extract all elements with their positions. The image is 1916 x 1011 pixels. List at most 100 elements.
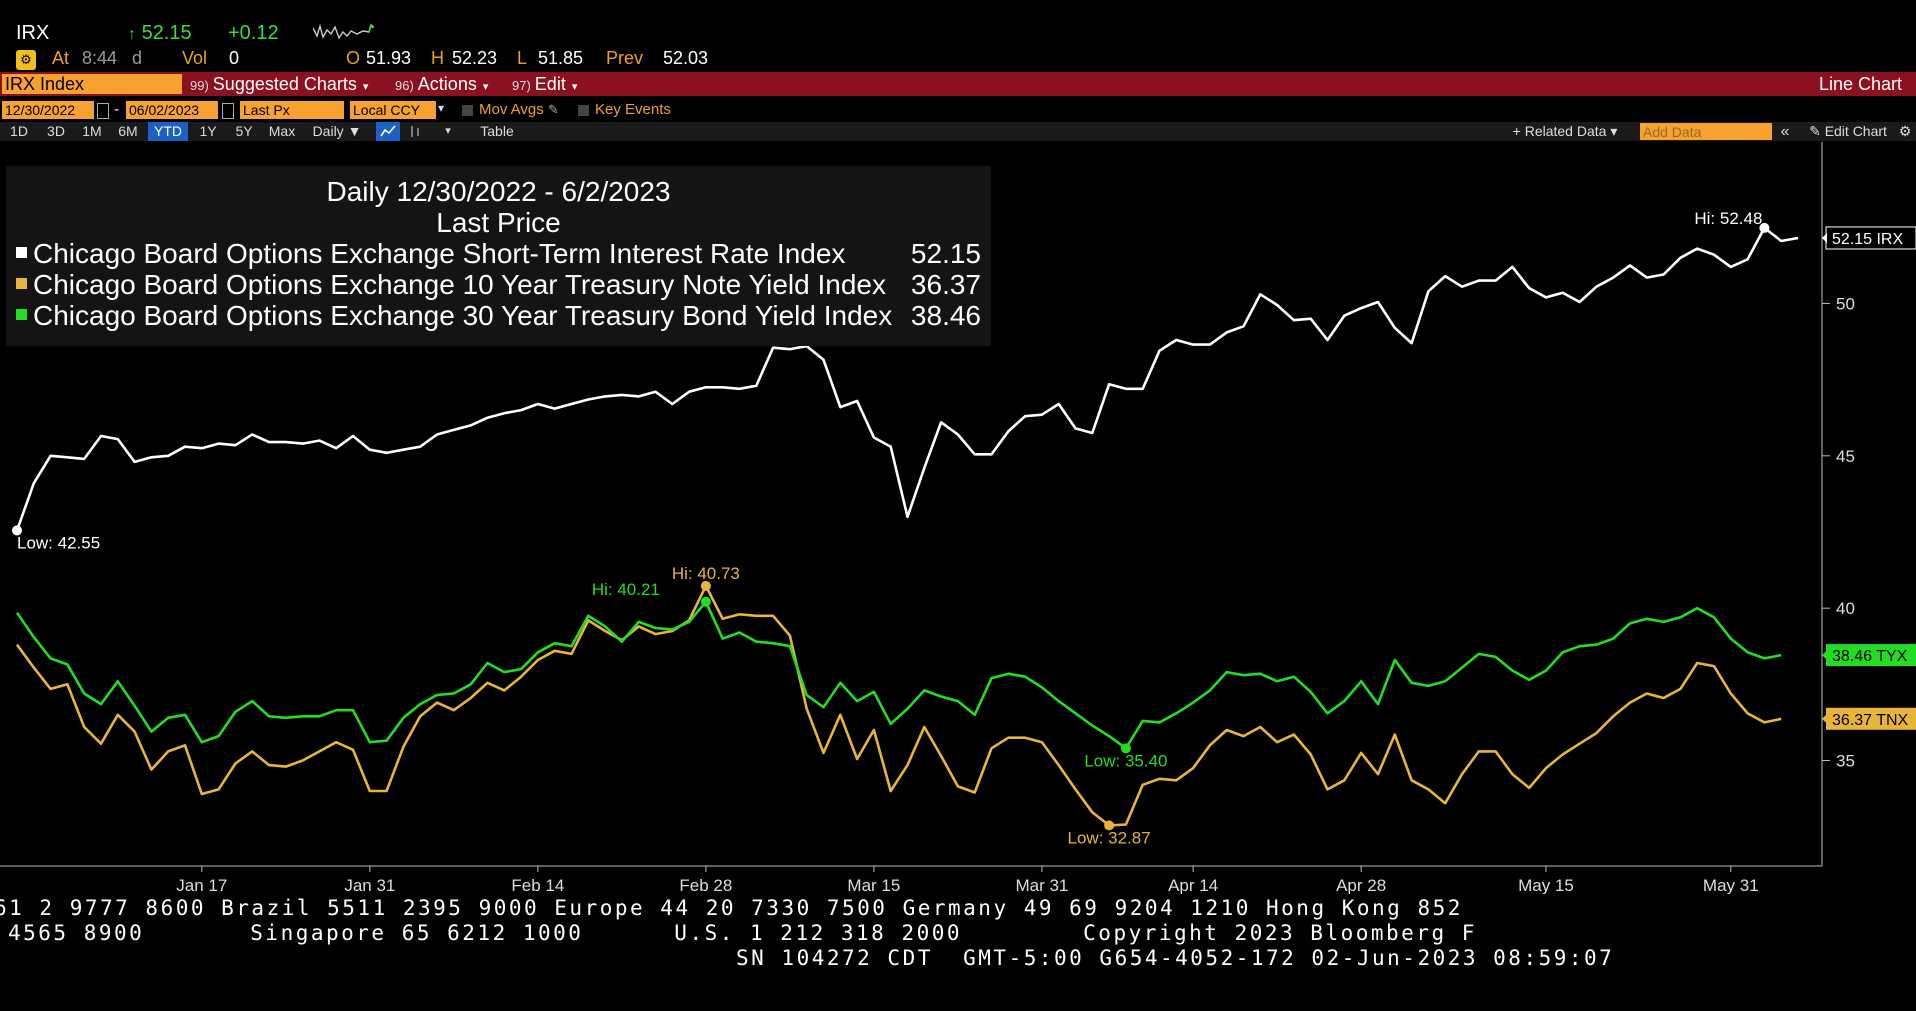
- edit-chart-button[interactable]: ✎ Edit Chart: [1800, 122, 1896, 141]
- caret-down-icon: ▾: [362, 81, 369, 93]
- range-6m-button[interactable]: 6M: [118, 123, 138, 139]
- checkbox[interactable]: [462, 104, 473, 116]
- collapse-button[interactable]: «: [1780, 123, 1790, 140]
- field-select[interactable]: Last Px: [240, 101, 344, 119]
- range-3d-button[interactable]: 3D: [47, 123, 65, 139]
- net-change: +0.12: [228, 22, 279, 44]
- chevron-down-icon[interactable]: ▾: [438, 101, 445, 115]
- actions-menu[interactable]: 96) Actions ▾: [395, 72, 488, 96]
- range-1y-button[interactable]: 1Y: [199, 123, 217, 139]
- x-tick-label: Feb 14: [511, 876, 564, 894]
- pencil-icon[interactable]: ✎: [547, 102, 559, 117]
- x-tick-label: Mar 15: [847, 876, 900, 894]
- pencil-icon: ✎: [1809, 123, 1821, 139]
- line-chart-icon[interactable]: [376, 122, 400, 141]
- open-value: 51.93: [366, 48, 412, 68]
- legend-item-irx[interactable]: Chicago Board Options Exchange Short-Ter…: [16, 238, 845, 270]
- calendar-icon[interactable]: [97, 103, 109, 119]
- edit-chart-label: Edit Chart: [1824, 123, 1887, 139]
- range-1d-button[interactable]: 1D: [10, 123, 28, 139]
- ticker-symbol: IRX: [16, 22, 50, 44]
- at-label: At: [52, 48, 70, 68]
- last-price-value: 52.15: [141, 22, 192, 44]
- x-tick-label: Jan 31: [344, 876, 395, 894]
- legend-swatch: [16, 247, 27, 259]
- y-tick-label: 50: [1836, 294, 1855, 313]
- end-date-input[interactable]: 06/02/2023: [126, 101, 218, 119]
- hi-label: Hi: 40.21: [592, 580, 660, 599]
- low-label: Low: 32.87: [1068, 828, 1151, 847]
- open-label: O: [346, 48, 361, 68]
- range-max-button[interactable]: Max: [268, 123, 296, 139]
- y-tick-label: 45: [1836, 447, 1855, 466]
- low-label: Low: 35.40: [1084, 751, 1167, 770]
- mov-avgs-label: Mov Avgs: [479, 101, 544, 118]
- legend-item-tyx[interactable]: Chicago Board Options Exchange 30 Year T…: [16, 300, 892, 332]
- sparkline-icon: [313, 23, 375, 40]
- y-tick-label: 35: [1836, 752, 1855, 771]
- x-tick-label: May 31: [1703, 876, 1759, 894]
- currency-select[interactable]: Local CCY: [350, 101, 436, 119]
- date-separator: -: [114, 101, 119, 118]
- low-marker: [1104, 820, 1115, 831]
- hi-marker: [1759, 222, 1770, 233]
- series-line-tyx: [15, 600, 1782, 750]
- x-tick-label: Apr 28: [1336, 876, 1386, 894]
- last-value-label: 38.46 TYX: [1832, 648, 1908, 665]
- range-1m-button[interactable]: 1M: [82, 123, 102, 139]
- bar-chart-icon[interactable]: [404, 122, 426, 141]
- table-button[interactable]: Table: [480, 123, 514, 139]
- hi-label: Hi: 40.73: [672, 564, 740, 583]
- menu-label: Suggested Charts: [212, 74, 357, 94]
- add-data-input[interactable]: Add Data: [1640, 123, 1772, 140]
- footer-contact-line-2: 4565 8900 Singapore 65 6212 1000 U.S. 1 …: [8, 921, 1477, 945]
- prev-value: 52.03: [663, 48, 709, 68]
- menu-number: 96): [395, 78, 414, 93]
- high-value: 52.23: [452, 48, 498, 68]
- range-toolbar: 1D 3D 1M 6M YTD 1Y 5Y Max Daily ▼ ▾ Tabl…: [0, 122, 1916, 141]
- suggested-charts-menu[interactable]: 99) Suggested Charts ▾: [190, 72, 368, 96]
- menu-number: 97): [512, 78, 531, 93]
- legend-value: 36.37: [910, 269, 981, 300]
- menu-label: Edit: [534, 74, 566, 94]
- alert-flame-icon[interactable]: ⚙: [16, 50, 36, 70]
- frequency-select[interactable]: Daily ▼: [312, 123, 362, 139]
- hi-label: Hi: 52.48: [1694, 209, 1762, 228]
- low-marker: [12, 525, 22, 536]
- range-5y-button[interactable]: 5Y: [235, 123, 253, 139]
- caret-down-icon: ▾: [482, 81, 489, 93]
- start-date-input[interactable]: 12/30/2022: [2, 101, 94, 119]
- legend-series-name: Chicago Board Options Exchange 10 Year T…: [33, 269, 886, 300]
- last-value-pointer: [1822, 713, 1827, 724]
- low-label: Low: 42.55: [17, 533, 100, 552]
- edit-menu[interactable]: 97) Edit ▾: [512, 72, 577, 96]
- legend-value: 38.46: [910, 300, 981, 331]
- key-events-toggle[interactable]: Key Events: [578, 101, 671, 121]
- series-line-irx: [15, 226, 1799, 531]
- low-label: L: [517, 48, 528, 68]
- footer-session-line: SN 104272 CDT GMT-5:00 G654-4052-172 02-…: [736, 946, 1615, 970]
- up-arrow-icon: ↑: [128, 26, 136, 43]
- x-tick-label: Mar 31: [1015, 876, 1068, 894]
- related-data-button[interactable]: + Related Data ▾: [1512, 123, 1618, 139]
- gear-icon[interactable]: ⚙: [1898, 123, 1912, 139]
- quote-row: ⚙: [16, 48, 36, 70]
- calendar-icon[interactable]: [222, 103, 234, 119]
- mov-avgs-toggle[interactable]: Mov Avgs ✎: [462, 101, 559, 121]
- chart-type-label: Line Chart: [1818, 74, 1902, 94]
- security-input[interactable]: IRX Index: [2, 74, 182, 94]
- legend-item-tnx[interactable]: Chicago Board Options Exchange 10 Year T…: [16, 269, 886, 301]
- legend-series-name: Chicago Board Options Exchange Short-Ter…: [33, 238, 846, 269]
- legend-series-name: Chicago Board Options Exchange 30 Year T…: [33, 300, 893, 331]
- legend-subtitle: Last Price: [436, 207, 561, 238]
- hi-marker: [700, 596, 711, 607]
- legend-swatch: [16, 309, 27, 321]
- checkbox[interactable]: [578, 104, 589, 116]
- chart-legend: Daily 12/30/2022 - 6/2/2023 Last Price C…: [6, 166, 991, 346]
- x-tick-label: Jan 17: [176, 876, 227, 894]
- menu-number: 99): [190, 78, 209, 93]
- range-ytd-button[interactable]: YTD: [148, 122, 188, 141]
- low-value: 51.85: [538, 48, 584, 68]
- chevron-down-icon[interactable]: ▾: [445, 125, 451, 137]
- last-price: ↑ 52.15: [128, 22, 192, 45]
